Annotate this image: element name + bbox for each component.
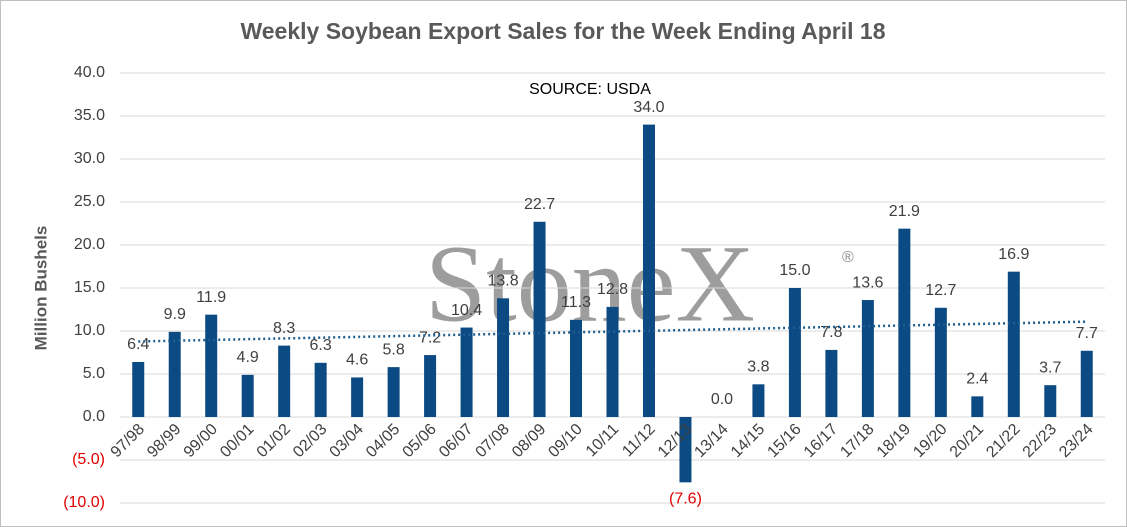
value-label: 22.7 bbox=[524, 196, 555, 213]
y-axis-label: Million Bushels bbox=[31, 226, 50, 351]
bar bbox=[168, 331, 181, 417]
watermark: StoneX bbox=[425, 222, 755, 344]
value-label: 8.3 bbox=[273, 320, 295, 337]
trendline bbox=[138, 320, 1087, 343]
y-tick-label: 30.0 bbox=[74, 150, 105, 167]
bar bbox=[1007, 271, 1020, 417]
y-tick-label: 10.0 bbox=[74, 322, 105, 339]
value-label: 10.4 bbox=[451, 302, 482, 319]
value-label: 7.2 bbox=[419, 329, 441, 346]
value-label: 6.3 bbox=[310, 337, 332, 354]
y-tick-label: 35.0 bbox=[74, 107, 105, 124]
value-label: 5.8 bbox=[382, 341, 404, 358]
y-tick-label: 40.0 bbox=[74, 64, 105, 81]
bar bbox=[132, 361, 145, 417]
value-label: 21.9 bbox=[889, 203, 920, 220]
value-label: 11.9 bbox=[196, 289, 226, 306]
source-annotation: SOURCE: USDA bbox=[529, 81, 651, 98]
value-label: 6.4 bbox=[127, 336, 149, 353]
value-label: 12.7 bbox=[925, 282, 956, 299]
bar bbox=[241, 374, 254, 417]
y-tick-label: 20.0 bbox=[74, 236, 105, 253]
value-label: 15.0 bbox=[779, 262, 810, 279]
bar bbox=[788, 288, 801, 417]
bar bbox=[278, 345, 291, 417]
bar bbox=[351, 377, 364, 417]
value-label: 3.8 bbox=[747, 359, 769, 376]
bar bbox=[205, 314, 218, 417]
bar bbox=[861, 300, 874, 417]
watermark-symbol: ® bbox=[842, 249, 854, 266]
y-tick-label: 15.0 bbox=[74, 279, 105, 296]
y-tick-label: 5.0 bbox=[83, 365, 105, 382]
value-label: 0.0 bbox=[711, 391, 733, 408]
bar bbox=[606, 306, 619, 417]
value-label: 9.9 bbox=[164, 306, 186, 323]
value-label: 7.8 bbox=[820, 324, 842, 341]
value-label: 7.7 bbox=[1076, 325, 1098, 342]
value-label: 4.6 bbox=[346, 352, 368, 369]
value-label: 34.0 bbox=[633, 99, 664, 116]
chart-title: Weekly Soybean Export Sales for the Week… bbox=[240, 18, 885, 44]
bar bbox=[1080, 350, 1093, 417]
bar bbox=[387, 367, 400, 417]
bar bbox=[934, 307, 947, 417]
bar bbox=[533, 221, 546, 417]
bar bbox=[424, 355, 437, 417]
y-tick-label: (5.0) bbox=[72, 451, 105, 468]
y-tick-label: 25.0 bbox=[74, 193, 105, 210]
value-label: 2.4 bbox=[966, 371, 988, 388]
y-tick-label: (10.0) bbox=[63, 494, 105, 511]
bar bbox=[752, 384, 765, 417]
bar bbox=[825, 349, 838, 417]
bar bbox=[1044, 385, 1057, 417]
value-label: (7.6) bbox=[669, 491, 702, 508]
value-label: 11.3 bbox=[561, 294, 591, 311]
value-label: 4.9 bbox=[237, 349, 259, 366]
value-label: 13.6 bbox=[852, 274, 883, 291]
bar bbox=[971, 396, 984, 417]
value-label: 13.8 bbox=[487, 273, 518, 290]
bar bbox=[497, 298, 510, 417]
bar bbox=[460, 327, 473, 417]
value-label: 12.8 bbox=[597, 281, 628, 298]
bar bbox=[642, 124, 655, 417]
y-tick-label: 0.0 bbox=[83, 408, 105, 425]
bar bbox=[679, 417, 692, 483]
bar bbox=[898, 228, 911, 417]
bar bbox=[314, 362, 327, 417]
value-label: 3.7 bbox=[1039, 359, 1061, 376]
value-label: 16.9 bbox=[998, 246, 1029, 263]
bar bbox=[570, 319, 583, 417]
